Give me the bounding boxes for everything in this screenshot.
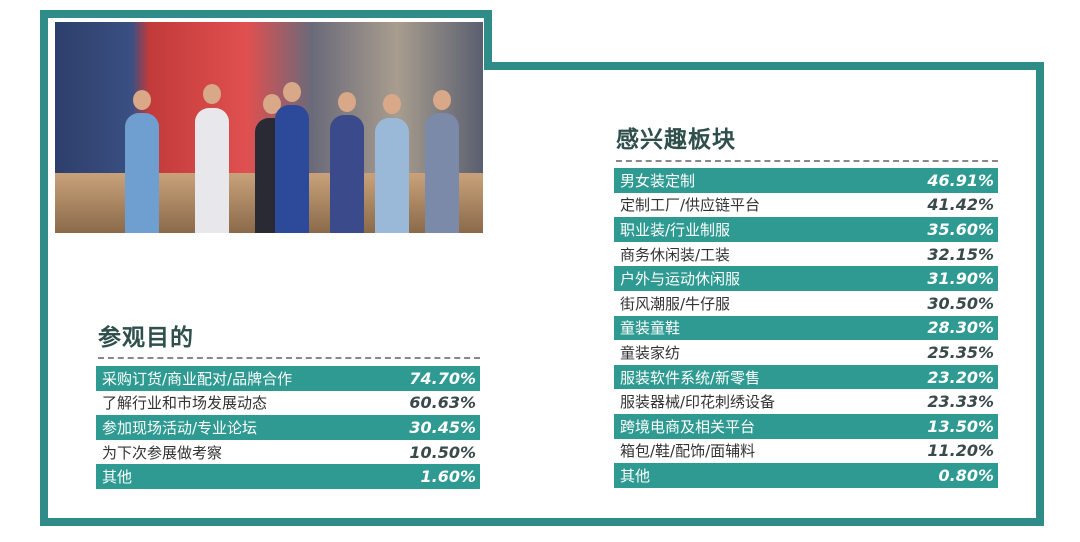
frame-step (484, 10, 492, 70)
item-label: 定制工厂/供应链平台 (620, 196, 761, 215)
list-item: 职业装/行业制服 35.60% (614, 217, 998, 242)
item-value: 74.70% (409, 368, 476, 388)
interest-list: 男女装定制 46.91% 定制工厂/供应链平台 41.42% 职业装/行业制服 35.60… (614, 168, 998, 488)
item-value: 30.50% (927, 293, 994, 313)
list-item: 采购订货/商业配对/品牌合作 74.70% (96, 366, 480, 391)
item-label: 其他 (620, 466, 651, 485)
list-item: 童装童鞋 28.30% (614, 315, 998, 341)
item-label: 为下次参展做考察 (102, 443, 223, 462)
item-label: 了解行业和市场发展动态 (102, 394, 268, 413)
list-item: 其他 1.60% (96, 464, 480, 489)
list-item: 为下次参展做考察 10.50% (96, 440, 480, 465)
list-item: 街风潮服/牛仔服 30.50% (614, 291, 998, 316)
list-item: 跨境电商及相关平台 13.50% (614, 413, 998, 439)
item-label: 参加现场活动/专业论坛 (102, 418, 258, 437)
list-item: 童装家纺 25.35% (614, 340, 998, 365)
item-value: 60.63% (409, 393, 476, 413)
item-label: 童装童鞋 (620, 319, 681, 338)
list-item: 男女装定制 46.91% (614, 168, 998, 193)
list-item: 箱包/鞋/配饰/面辅料 11.20% (614, 439, 998, 464)
item-value: 32.15% (927, 244, 994, 264)
item-label: 职业装/行业制服 (620, 220, 731, 239)
list-item: 服装软件系统/新零售 23.20% (614, 364, 998, 390)
item-value: 31.90% (927, 269, 994, 289)
list-item: 了解行业和市场发展动态 60.63% (96, 391, 480, 416)
item-label: 箱包/鞋/配饰/面辅料 (620, 442, 756, 461)
item-value: 30.45% (409, 417, 476, 437)
list-item: 服装器械/印花刺绣设备 23.33% (614, 389, 998, 414)
item-value: 41.42% (927, 195, 994, 215)
frame-right (1036, 62, 1044, 526)
item-value: 23.20% (927, 367, 994, 387)
interest-title: 感兴趣板块 (616, 127, 736, 153)
item-label: 服装软件系统/新零售 (620, 368, 761, 387)
item-value: 46.91% (927, 170, 994, 190)
list-item: 户外与运动休闲服 31.90% (614, 266, 998, 291)
frame-top-left (40, 10, 492, 18)
item-label: 其他 (102, 468, 133, 487)
purpose-title: 参观目的 (98, 325, 194, 351)
item-label: 采购订货/商业配对/品牌合作 (102, 369, 293, 388)
exhibition-photo (55, 22, 483, 233)
item-label: 服装器械/印花刺绣设备 (620, 393, 776, 412)
item-value: 0.80% (938, 465, 994, 485)
interest-divider (616, 160, 998, 162)
list-item: 商务休闲装/工装 32.15% (614, 242, 998, 267)
item-value: 10.50% (409, 442, 476, 462)
list-item: 定制工厂/供应链平台 41.42% (614, 193, 998, 218)
frame-left (40, 10, 48, 526)
item-value: 35.60% (927, 219, 994, 239)
item-label: 街风潮服/牛仔服 (620, 294, 731, 313)
frame-top-right (484, 62, 1044, 70)
item-label: 男女装定制 (620, 171, 696, 190)
list-item: 其他 0.80% (614, 463, 998, 488)
item-label: 商务休闲装/工装 (620, 245, 731, 264)
item-value: 11.20% (927, 441, 994, 461)
item-value: 13.50% (927, 416, 994, 436)
item-label: 童装家纺 (620, 343, 681, 362)
item-value: 23.33% (927, 392, 994, 412)
item-value: 1.60% (420, 467, 476, 487)
item-label: 户外与运动休闲服 (620, 270, 741, 289)
purpose-list: 采购订货/商业配对/品牌合作 74.70% 了解行业和市场发展动态 60.63% 参加现… (96, 366, 480, 489)
purpose-divider (98, 357, 480, 359)
item-value: 25.35% (927, 342, 994, 362)
item-label: 跨境电商及相关平台 (620, 417, 756, 436)
item-value: 28.30% (927, 318, 994, 338)
list-item: 参加现场活动/专业论坛 30.45% (96, 415, 480, 440)
frame-bottom (40, 518, 1044, 526)
